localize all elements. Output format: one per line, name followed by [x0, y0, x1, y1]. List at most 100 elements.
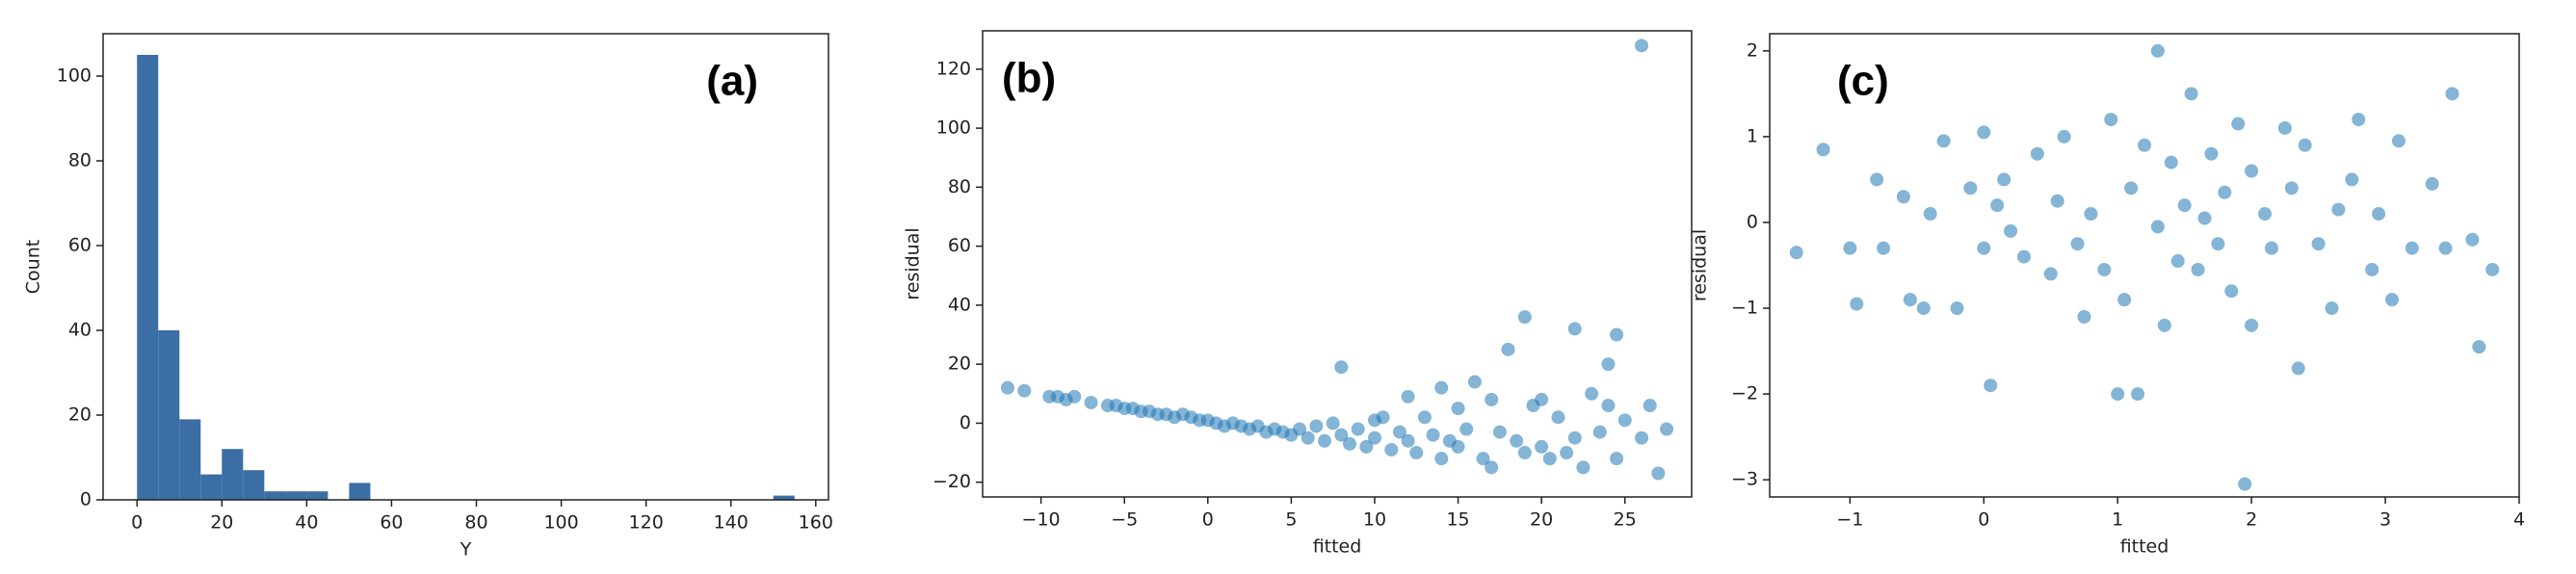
y-tick-label: 0 [959, 412, 971, 433]
point [1434, 452, 1449, 466]
point [2245, 318, 2259, 332]
point [2311, 237, 2326, 251]
point [1984, 378, 1998, 393]
x-tick-label: −1 [1836, 509, 1863, 531]
point [2438, 241, 2453, 255]
point [1492, 425, 1507, 439]
point [1334, 428, 1349, 442]
point [1542, 452, 1557, 466]
point [1651, 466, 1666, 481]
bar [179, 419, 201, 500]
y-axis-label: Count [23, 240, 44, 294]
point [2170, 254, 2185, 269]
point [2016, 249, 2031, 264]
point [2352, 113, 2366, 127]
point [2211, 237, 2225, 251]
point [2131, 387, 2145, 402]
y-tick-label: 80 [68, 150, 92, 171]
bar [200, 474, 223, 500]
point [1476, 452, 1490, 466]
bar [285, 491, 307, 500]
point [2231, 117, 2246, 131]
point [1376, 410, 1390, 425]
point [2077, 309, 2091, 324]
bar [137, 55, 159, 500]
point [2365, 262, 2379, 276]
y-tick-label: 100 [57, 65, 92, 87]
point [1017, 383, 1032, 398]
point [2298, 138, 2312, 152]
point [1560, 446, 1574, 460]
point [1816, 143, 1830, 157]
y-axis-label: residual [1690, 229, 1711, 301]
bar [306, 491, 329, 500]
point [2291, 361, 2305, 376]
x-tick-label: 20 [1530, 509, 1553, 531]
x-tick-label: 1 [2112, 509, 2123, 531]
x-tick-label: 40 [295, 512, 318, 534]
point [1467, 375, 1482, 389]
point [1877, 241, 1891, 255]
panel: 0 20 40 60 80 100 120 140 160 0 20 40 60 80 100 Y Count (… [23, 33, 833, 561]
point [1551, 410, 1565, 425]
x-tick-label: 0 [1978, 509, 1989, 531]
point [1916, 301, 1931, 316]
x-tick-label: −10 [1022, 509, 1061, 531]
point [1334, 360, 1349, 375]
point [2111, 387, 2125, 402]
point [1367, 430, 1381, 445]
point [1401, 433, 1415, 448]
point [1535, 439, 1549, 454]
point [1401, 389, 1415, 404]
point [1660, 422, 1674, 436]
point [1977, 125, 1991, 140]
point [2218, 185, 2232, 199]
point [2277, 120, 2292, 135]
point [2050, 194, 2064, 208]
point [1510, 433, 1524, 448]
point [1485, 460, 1499, 475]
bar [773, 495, 795, 500]
point [2084, 207, 2098, 222]
point [1963, 181, 1978, 196]
point [2057, 129, 2071, 144]
point [1997, 172, 2011, 187]
point [2138, 138, 2151, 152]
point [2197, 211, 2212, 225]
point [1585, 386, 1599, 401]
panel-annotation: (a) [706, 58, 758, 105]
x-axis-label: fitted [2120, 536, 2169, 558]
point [2245, 164, 2259, 178]
x-tick-label: 100 [543, 512, 578, 534]
point [2405, 241, 2419, 255]
y-tick-label: 60 [68, 235, 92, 256]
point [1950, 301, 1964, 316]
y-tick-label: 60 [948, 235, 971, 256]
point [2070, 237, 2085, 251]
point [1567, 322, 1582, 336]
point [1592, 425, 1607, 439]
point [1610, 327, 1624, 342]
y-tick-label: 40 [948, 294, 971, 315]
point [2391, 134, 2405, 148]
y-tick-label: 20 [948, 353, 971, 375]
point [1318, 433, 1332, 448]
point [2150, 43, 2165, 58]
axes-frame [982, 30, 1693, 498]
point [1610, 452, 1624, 466]
point [2164, 155, 2178, 170]
x-tick-label: 4 [2513, 509, 2525, 531]
point [1635, 430, 1649, 445]
point [2157, 318, 2171, 332]
x-tick-label: 15 [1446, 509, 1469, 531]
point [1326, 416, 1340, 430]
x-tick-label: 25 [1614, 509, 1637, 531]
point [1067, 389, 1082, 404]
point [1501, 342, 1515, 356]
point [1426, 428, 1440, 442]
point [2150, 220, 2165, 234]
x-tick-label: 5 [1285, 509, 1297, 531]
axes-frame [1769, 33, 2520, 498]
point [2191, 262, 2205, 276]
